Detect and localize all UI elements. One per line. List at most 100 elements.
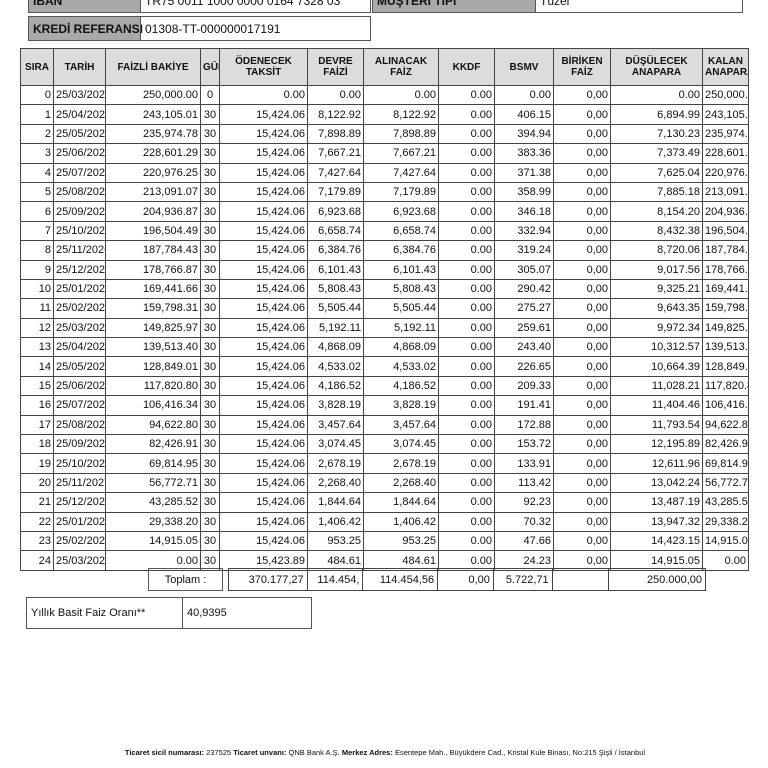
table-cell: 15,424.06 bbox=[219, 259, 308, 280]
table-cell: 11,028.21 bbox=[610, 375, 703, 397]
table-cell: 0.00 bbox=[363, 84, 439, 106]
table-cell: 25/11/2026 bbox=[53, 240, 106, 261]
table-cell: 13,487.19 bbox=[610, 492, 703, 513]
table-cell: 3 bbox=[20, 143, 54, 164]
totals-row: 370.177,27 114.454, 114.454,56 0,00 5.722,71… bbox=[228, 568, 706, 591]
table-cell: 371.38 bbox=[494, 162, 554, 183]
table-cell: 25/10/2026 bbox=[53, 220, 106, 242]
table-cell: 243,105.0 bbox=[702, 104, 749, 125]
table-cell: 25/03/2027 bbox=[53, 317, 106, 339]
column-header: DÜŞÜLECEK ANAPARA bbox=[610, 48, 703, 86]
table-cell: 953.25 bbox=[307, 530, 364, 552]
table-row: 425/07/2026220,976.253015,424.067,427.64… bbox=[20, 162, 749, 183]
table-cell: 19 bbox=[20, 453, 54, 474]
table-cell: 69,814.95 bbox=[105, 453, 201, 474]
table-cell: 172.88 bbox=[494, 414, 554, 436]
table-cell: 2,268.40 bbox=[307, 472, 364, 494]
table-cell: 220,976.2 bbox=[702, 162, 749, 183]
table-cell: 250,000.00 bbox=[105, 84, 201, 106]
table-row: 925/12/2026178,766.873015,424.066,101.43… bbox=[20, 259, 749, 280]
total-cell: 250.000,00 bbox=[646, 573, 702, 586]
table-cell: 15,424.06 bbox=[219, 298, 308, 319]
table-cell: 153.72 bbox=[494, 434, 554, 455]
iban-label: IBAN bbox=[28, 0, 141, 13]
footer-value: Esentepe Mah., Büyükdere Cad., Kristal K… bbox=[392, 748, 646, 757]
table-cell: 0,00 bbox=[553, 511, 611, 532]
table-cell: 43,285.52 bbox=[702, 492, 749, 513]
table-cell: 15,424.06 bbox=[219, 414, 308, 436]
table-cell: 94,622.80 bbox=[105, 414, 201, 436]
table-cell: 139,513.40 bbox=[105, 337, 201, 358]
table-cell: 15,424.06 bbox=[219, 240, 308, 261]
table-cell: 0.00 bbox=[438, 220, 495, 242]
table-cell: 30 bbox=[200, 240, 220, 261]
table-cell: 133.91 bbox=[494, 453, 554, 474]
table-cell: 106,416.3 bbox=[702, 395, 749, 416]
table-cell: 0,00 bbox=[553, 259, 611, 280]
total-cell: 114.454,56 bbox=[363, 569, 439, 590]
table-row: 1025/01/2027169,441.663015,424.065,808.4… bbox=[20, 278, 749, 300]
table-cell: 0.00 bbox=[438, 395, 495, 416]
table-cell: 15,424.06 bbox=[219, 511, 308, 532]
table-cell: 29,338.20 bbox=[702, 511, 749, 532]
table-cell: 259.61 bbox=[494, 317, 554, 339]
table-cell: 0.00 bbox=[438, 337, 495, 358]
table-cell: 346.18 bbox=[494, 201, 554, 222]
table-cell: 30 bbox=[200, 511, 220, 532]
table-cell: 15,424.06 bbox=[219, 104, 308, 125]
table-cell: 0.00 bbox=[438, 240, 495, 261]
table-row: 2325/02/202814,915.053015,424.06953.2595… bbox=[20, 530, 749, 552]
footer-key: Merkez Adres: bbox=[341, 748, 393, 757]
table-cell: 235,974.78 bbox=[105, 123, 201, 145]
column-header: SIRA bbox=[20, 48, 54, 86]
table-row: 125/04/2026243,105.013015,424.068,122.92… bbox=[20, 104, 749, 125]
table-cell: 0,00 bbox=[553, 356, 611, 377]
table-cell: 4,533.02 bbox=[363, 356, 439, 377]
footer-key: Ticaret sicil numarası: bbox=[124, 748, 204, 757]
table-cell: 213,091.0 bbox=[702, 181, 749, 203]
table-cell: 25/05/2026 bbox=[53, 123, 106, 145]
table-cell: 30 bbox=[200, 162, 220, 183]
table-cell: 953.25 bbox=[363, 530, 439, 552]
table-cell: 15,424.06 bbox=[219, 181, 308, 203]
table-cell: 47.66 bbox=[494, 530, 554, 552]
table-row: 1325/04/2027139,513.403015,424.064,868.0… bbox=[20, 337, 749, 358]
table-cell: 0.00 bbox=[438, 123, 495, 145]
table-cell: 30 bbox=[200, 530, 220, 552]
table-cell: 30 bbox=[200, 298, 220, 319]
table-row: 1825/09/202782,426.913015,424.063,074.45… bbox=[20, 434, 749, 455]
table-cell: 5,192.11 bbox=[363, 317, 439, 339]
table-cell: 0.00 bbox=[438, 375, 495, 397]
table-cell: 0.00 bbox=[438, 434, 495, 455]
table-cell: 15 bbox=[20, 375, 54, 397]
table-cell: 11 bbox=[20, 298, 54, 319]
footer-value: QNB Bank A.Ş. bbox=[286, 748, 342, 757]
table-cell: 406.15 bbox=[494, 104, 554, 125]
table-cell: 4,186.52 bbox=[363, 375, 439, 397]
annual-rate-label: Yıllık Basit Faiz Oranı** bbox=[26, 597, 183, 629]
table-cell: 7,427.64 bbox=[363, 162, 439, 183]
table-cell: 3,457.64 bbox=[307, 414, 364, 436]
table-cell: 228,601.2 bbox=[702, 143, 749, 164]
table-cell: 25/12/2026 bbox=[53, 259, 106, 280]
table-cell: 30 bbox=[200, 472, 220, 494]
table-cell: 15,424.06 bbox=[219, 472, 308, 494]
total-cell: 0,00 bbox=[438, 569, 494, 590]
table-cell: 94,622.80 bbox=[702, 414, 749, 436]
column-header: TARİH bbox=[53, 48, 106, 86]
table-cell: 484.61 bbox=[363, 550, 439, 571]
table-cell: 25/02/2027 bbox=[53, 298, 106, 319]
total-cell bbox=[553, 569, 610, 590]
table-cell: 9 bbox=[20, 259, 54, 280]
table-cell: 187,784.43 bbox=[105, 240, 201, 261]
table-cell: 7,885.18 bbox=[610, 181, 703, 203]
table-cell: 204,936.87 bbox=[105, 201, 201, 222]
table-cell: 0,00 bbox=[553, 220, 611, 242]
table-cell: 10,664.39 bbox=[610, 356, 703, 377]
annual-rate-value: 40,9395 bbox=[182, 597, 312, 629]
table-cell: 15,424.06 bbox=[219, 162, 308, 183]
column-header: FAİZLİ BAKİYE bbox=[105, 48, 201, 86]
table-cell: 0,00 bbox=[553, 104, 611, 125]
table-cell: 226.65 bbox=[494, 356, 554, 377]
table-cell: 82,426.91 bbox=[702, 434, 749, 455]
